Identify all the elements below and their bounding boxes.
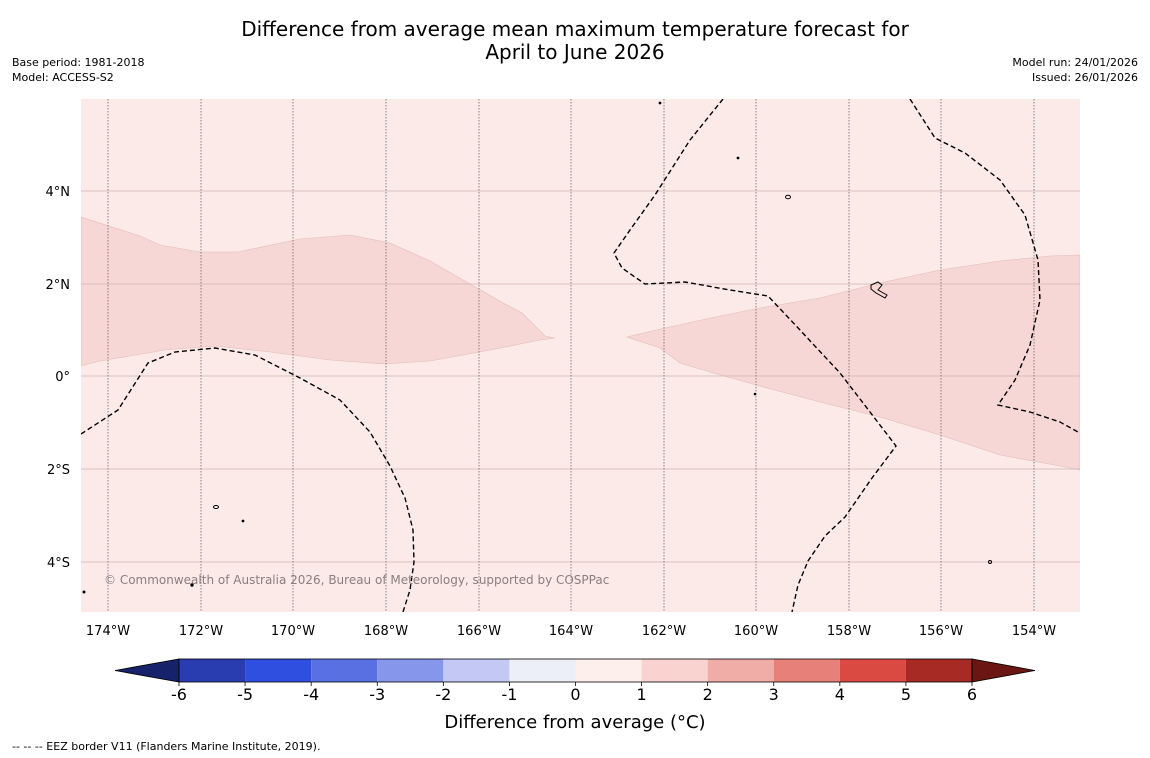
map-title: Difference from average mean maximum tem… [0,18,1150,64]
colorbar-tick-label: -6 [171,685,187,704]
island-dot-4 [190,583,194,587]
colorbar-tick-label: -4 [303,685,319,704]
eez-border-east [909,99,1079,433]
islands [82,101,992,594]
lon-label-170w: 170°W [271,624,315,639]
lon-label-164w: 164°W [549,624,593,639]
longitude-labels: 174°W 172°W 170°W 168°W 166°W 164°W 162°… [86,624,1056,639]
colorbar-tick-label: -1 [501,685,517,704]
longitude-gridlines [107,99,1035,612]
lon-label-160w: 160°W [734,624,778,639]
island-dot-2 [736,156,740,160]
colorbar-segment [245,659,312,682]
island-dot-6 [753,392,757,396]
colorbar-segment [641,659,708,682]
title-line-1: Difference from average mean maximum tem… [241,17,909,41]
island-dot-5 [82,590,86,594]
colorbar-tick-label: 2 [703,685,713,704]
colorbar-tick-label: 1 [636,685,646,704]
lon-label-162w: 162°W [642,624,686,639]
issued-date: Issued: 26/01/2026 [1031,71,1138,84]
model-name: Model: ACCESS-S2 [12,71,114,84]
lat-label-2s: 2°S [47,463,70,478]
lat-label-0: 0° [55,370,70,385]
colorbar-segment [377,659,444,682]
lon-label-172w: 172°W [179,624,223,639]
latitude-gridlines [81,190,1080,563]
lat-label-2n: 2°N [46,278,71,293]
colorbar-segment [575,659,642,682]
anomaly-band-west [81,216,556,367]
lon-label-156w: 156°W [919,624,963,639]
colorbar-segment [905,659,972,682]
colorbar-tick-label: 0 [570,685,580,704]
island-kiritimati [870,281,888,299]
eez-border-west [81,347,415,612]
island-jarvis-area [785,194,791,200]
colorbar-extend-high [971,658,1036,683]
lon-label-158w: 158°W [827,624,871,639]
colorbar-segment [707,659,774,682]
title-line-2: April to June 2026 [485,40,665,64]
colorbar-segment [773,659,840,682]
colorbar-segment [443,659,510,682]
colorbar-label: Difference from average (°C) [444,712,705,733]
model-info: Base period: 1981-2018 Model: ACCESS-S2 [12,55,144,85]
lat-label-4n: 4°N [46,185,71,200]
eez-border-central [613,99,897,612]
colorbar-tick-label: 5 [901,685,911,704]
eez-footnote: -- -- -- EEZ border V11 (Flanders Marine… [12,740,321,753]
base-period: Base period: 1981-2018 [12,56,145,69]
colorbar-segment [509,659,576,682]
colorbar-tick-label: 4 [835,685,845,704]
island-dot-1 [658,101,662,105]
lon-label-166w: 166°W [457,624,501,639]
lon-label-168w: 168°W [364,624,408,639]
lat-label-4s: 4°S [47,556,70,571]
colorbar-tick-labels: -6 -5 -4 -3 -2 -1 0 1 2 3 4 5 6 [171,682,977,704]
island-dot-3 [241,519,245,523]
colorbar-tick-label: 3 [769,685,779,704]
island-small-2 [988,560,992,564]
model-run: Model run: 24/01/2026 [1012,56,1138,69]
colorbar-segment [311,659,378,682]
colorbar [114,658,1036,683]
colorbar-tick-label: -2 [435,685,451,704]
colorbar-tick-label: -3 [369,685,385,704]
island-small-1 [213,505,219,509]
colorbar-extend-low [114,658,180,683]
lon-label-174w: 174°W [86,624,130,639]
colorbar-tick-label: -5 [237,685,253,704]
lon-label-154w: 154°W [1012,624,1056,639]
colorbar-segment [179,659,246,682]
latitude-labels: 4°N 2°N 0° 2°S 4°S [46,185,71,571]
colorbar-tick-label: 6 [967,685,977,704]
anomaly-band-east [625,254,1080,471]
run-info: Model run: 24/01/2026 Issued: 26/01/2026 [1012,55,1138,85]
eez-borders [81,99,1079,612]
copyright-notice: © Commonwealth of Australia 2026, Bureau… [104,573,609,587]
colorbar-segment [839,659,906,682]
